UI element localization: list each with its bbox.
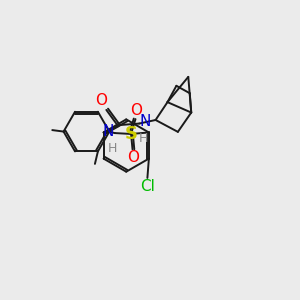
Text: S: S	[124, 125, 137, 143]
Text: H: H	[108, 142, 117, 155]
Text: O: O	[130, 103, 142, 118]
Text: N: N	[102, 124, 114, 140]
Text: N: N	[140, 114, 151, 129]
Text: O: O	[127, 150, 139, 165]
Text: H: H	[139, 132, 148, 145]
Text: Cl: Cl	[140, 179, 155, 194]
Text: O: O	[95, 93, 107, 108]
